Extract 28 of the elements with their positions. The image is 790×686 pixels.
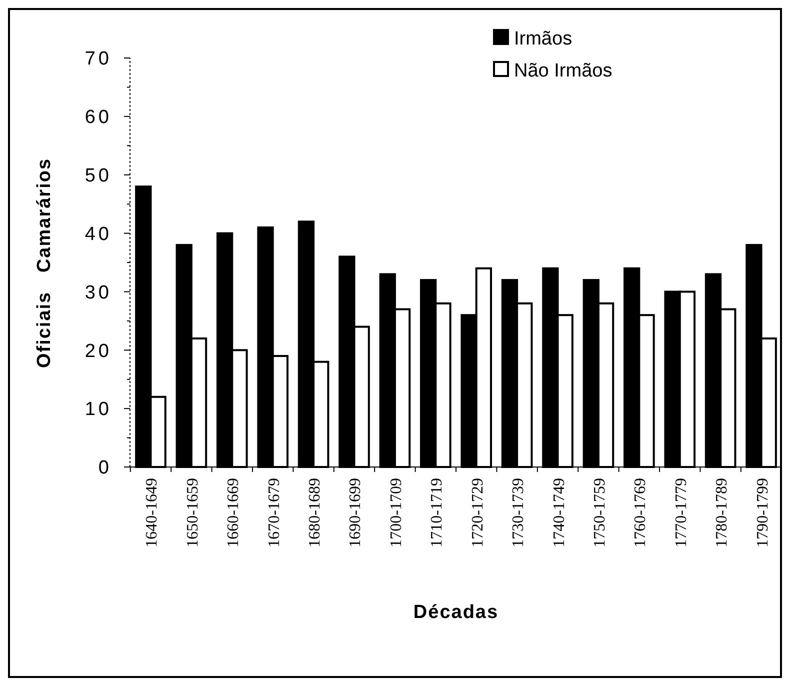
y-tick-label: 50 [84, 166, 112, 187]
legend-label: Não Irmãos [514, 60, 612, 82]
x-tick-label: 1780-1789 [714, 478, 731, 548]
x-tick-label: 1760-1769 [632, 478, 650, 548]
x-tick-label: 1690-1699 [347, 478, 364, 548]
x-tick-label: 1790-1799 [754, 478, 772, 548]
y-tick-label: 0 [98, 458, 112, 479]
x-tick-label: 1650-1659 [184, 478, 202, 548]
y-tick-label: 40 [84, 224, 112, 245]
x-tick-label: 1740-1749 [550, 478, 568, 548]
x-tick-label: 1680-1689 [306, 478, 324, 548]
y-tick-label: 60 [84, 107, 112, 128]
y-tick-label: 70 [84, 48, 112, 70]
x-axis-title: Décadas [413, 602, 499, 623]
x-tick-label: 1720-1729 [469, 478, 486, 548]
x-tick-label: 1730-1739 [510, 478, 528, 548]
y-tick-label: 30 [84, 282, 112, 304]
x-tick-label: 1670-1679 [266, 478, 283, 548]
x-tick-label: 1660-1669 [225, 478, 242, 548]
y-tick-label: 20 [84, 340, 112, 362]
x-tick-label: 1700-1709 [388, 478, 405, 548]
x-tick-label: 1710-1719 [428, 478, 446, 548]
y-tick-label: 10 [84, 399, 112, 420]
x-tick-label: 1770-1779 [672, 478, 690, 548]
x-tick-label: 1640-1649 [144, 478, 161, 548]
legend-label: Irmãos [514, 28, 572, 50]
x-tick-label: 1750-1759 [591, 478, 608, 548]
y-axis-title: Oficiais Camarários [34, 158, 55, 368]
